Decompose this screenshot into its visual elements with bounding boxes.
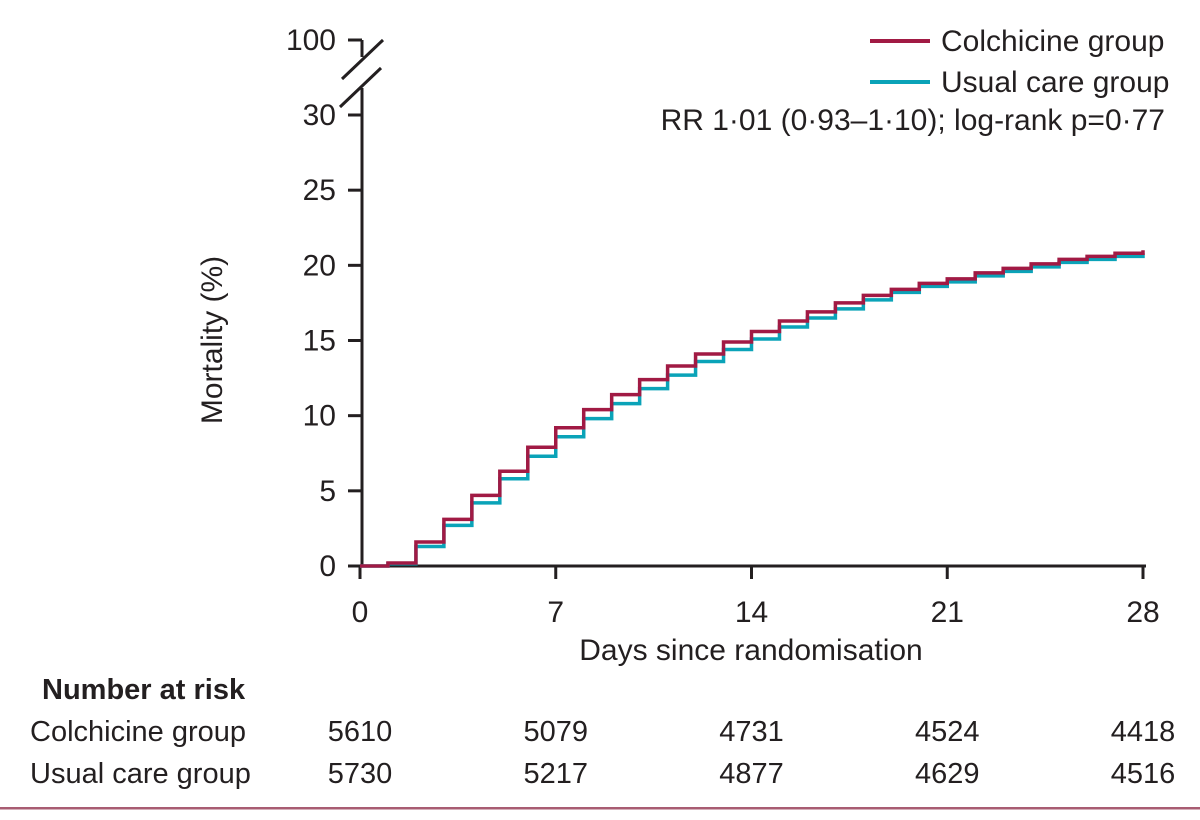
tick-labels-group: 0 7 14 21 28 0 5 10 15 20 25 30 100 <box>286 24 1160 629</box>
legend-label-colchicine: Colchicine group <box>941 25 1164 58</box>
risk-value-row1-day28: 4516 <box>1111 758 1176 790</box>
risk-value-row1-day14: 4877 <box>719 758 784 790</box>
risk-row-label-usual-care: Usual care group <box>30 758 251 790</box>
risk-value-row1-day0: 5730 <box>328 758 393 790</box>
y-tick-label-0: 0 <box>319 550 336 583</box>
risk-value-row1-day7: 5217 <box>523 758 588 790</box>
risk-value-row1-day21: 4629 <box>915 758 980 790</box>
y-tick-label-30: 30 <box>303 99 336 132</box>
bottom-rule <box>0 807 1200 810</box>
x-tick-label-14: 14 <box>735 596 768 629</box>
x-tick-label-7: 7 <box>547 596 564 629</box>
legend-label-usual-care: Usual care group <box>941 66 1169 99</box>
x-axis-title: Days since randomisation <box>579 634 923 667</box>
risk-value-row0-day28: 4418 <box>1111 716 1176 748</box>
y-tick-label-100: 100 <box>286 24 336 57</box>
risk-row-label-colchicine: Colchicine group <box>30 716 246 748</box>
risk-value-row0-day0: 5610 <box>328 716 393 748</box>
risk-numbers-group: 5610 5079 4731 4524 4418 5730 5217 4877 4629 4516 <box>328 716 1176 790</box>
km-curve-usual-care-group <box>360 253 1145 568</box>
y-tick-label-20: 20 <box>303 249 336 282</box>
y-tick-label-10: 10 <box>303 400 336 433</box>
rr-annotation: RR 1·01 (0·93–1·10); log-rank p=0·77 <box>661 104 1165 137</box>
axis-break-slash-upper <box>340 38 385 81</box>
y-tick-label-5: 5 <box>319 475 336 508</box>
risk-value-row0-day14: 4731 <box>719 716 784 748</box>
y-tick-label-25: 25 <box>303 174 336 207</box>
number-at-risk-table: Number at risk Colchicine group Usual ca… <box>30 674 251 790</box>
axes-group <box>338 38 1146 579</box>
y-tick-label-15: 15 <box>303 325 336 358</box>
km-curve-colchicine-group <box>360 250 1145 568</box>
x-tick-label-28: 28 <box>1126 596 1159 629</box>
legend: Colchicine group Usual care group RR 1·0… <box>661 25 1170 137</box>
axis-break-slash-lower <box>338 66 383 109</box>
x-tick-label-0: 0 <box>352 596 369 629</box>
survival-curves-group <box>360 250 1145 568</box>
y-axis-title: Mortality (%) <box>196 256 229 424</box>
risk-value-row0-day21: 4524 <box>915 716 980 748</box>
risk-table-title: Number at risk <box>42 674 246 706</box>
risk-value-row0-day7: 5079 <box>523 716 588 748</box>
x-tick-label-21: 21 <box>931 596 964 629</box>
